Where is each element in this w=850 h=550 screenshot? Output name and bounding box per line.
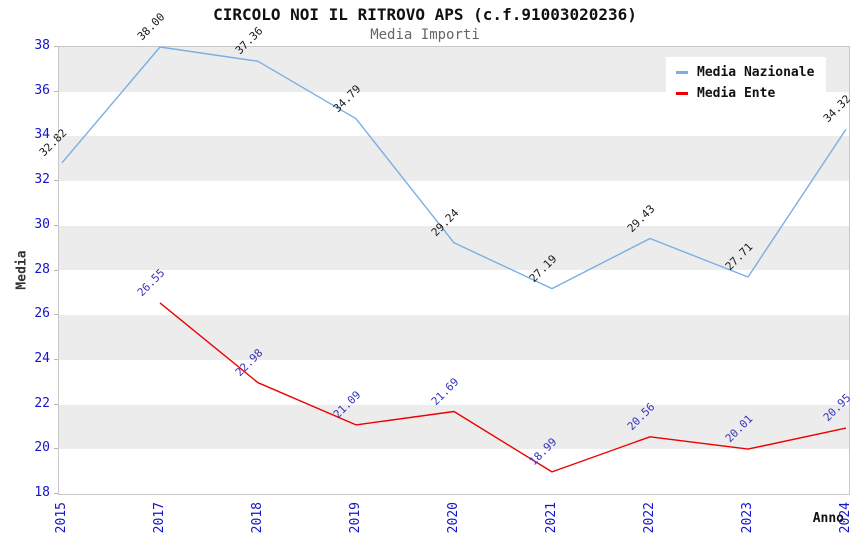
grid-band (59, 315, 849, 360)
x-tick-label: 2018 (250, 502, 265, 534)
y-tick-mark (54, 493, 58, 494)
y-tick-mark (54, 135, 58, 137)
x-tick-label: 2021 (544, 502, 559, 534)
y-tick-label: 32 (34, 172, 50, 188)
y-tick-mark (54, 358, 58, 360)
y-tick-mark (54, 314, 58, 316)
x-tick-label: 2017 (152, 502, 167, 534)
y-tick-mark (54, 46, 58, 47)
y-tick-label: 30 (34, 216, 50, 232)
x-tick-label: 2019 (348, 502, 363, 534)
y-tick-label: 24 (34, 350, 50, 366)
y-tick-label: 34 (34, 127, 50, 143)
y-tick-label: 28 (34, 261, 50, 277)
series-line-media-ente (159, 302, 847, 473)
y-tick-label: 18 (34, 485, 50, 500)
x-tick-label: 2023 (740, 502, 755, 534)
y-tick-mark (54, 224, 58, 226)
legend: Media Nazionale Media Ente (666, 57, 827, 110)
legend-label: Media Ente (697, 86, 776, 101)
x-tick-label: 2020 (446, 502, 461, 534)
chart-title: CIRCOLO NOI IL RITROVO APS (c.f.91003020… (213, 5, 637, 24)
y-tick-label: 22 (34, 395, 50, 411)
legend-item-media-ente: Media Ente (676, 83, 814, 104)
grid-band (59, 136, 849, 182)
y-tick-mark (54, 180, 58, 182)
y-tick-mark (54, 448, 58, 450)
y-tick-mark (54, 269, 58, 271)
y-tick-label: 38 (34, 38, 50, 53)
y-tick-mark (54, 90, 58, 92)
y-tick-mark (54, 403, 58, 405)
x-axis-title: Anno (812, 511, 844, 526)
x-tick-label: 2015 (54, 502, 69, 534)
series-canvas (61, 46, 847, 473)
plot-area: 32.82 38.00 37.36 34.79 29.24 27.19 29.43 27.71… (37, 10, 850, 495)
y-tick-label: 20 (34, 440, 50, 456)
legend-line-swatch-icon (676, 71, 688, 74)
legend-label: Media Nazionale (697, 65, 815, 80)
chart-subtitle: Media Importi (370, 27, 480, 43)
legend-line-swatch-icon (676, 92, 688, 95)
y-tick-label: 26 (34, 306, 50, 322)
x-tick-label: 2024 (838, 502, 850, 534)
x-tick-label: 2022 (642, 502, 657, 534)
y-tick-label: 36 (34, 82, 50, 98)
grid-band (59, 225, 849, 271)
series-line-media-nazionale (61, 46, 847, 290)
legend-item-media-nazionale: Media Nazionale (676, 62, 814, 83)
